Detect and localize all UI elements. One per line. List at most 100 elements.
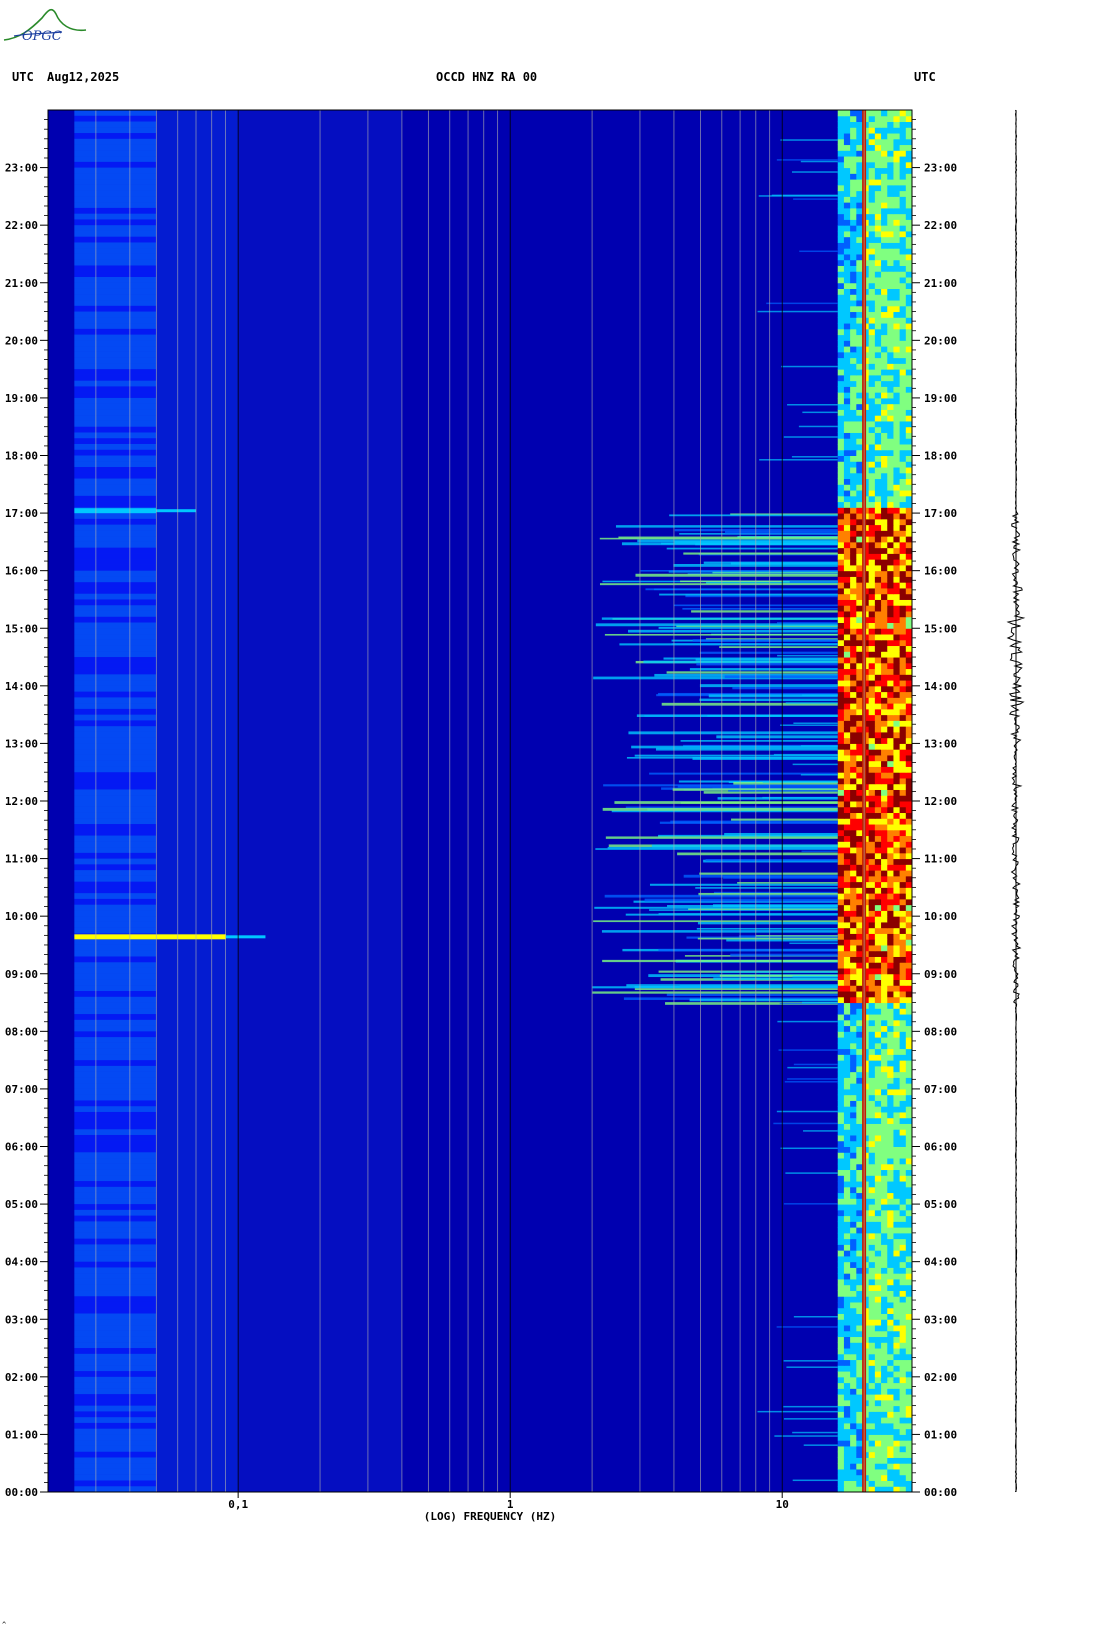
high-band-cell xyxy=(868,1065,876,1073)
high-band-cell xyxy=(868,559,876,566)
high-band-cell xyxy=(868,190,876,197)
high-band-cell xyxy=(899,1054,907,1061)
high-band-cell xyxy=(868,1451,876,1458)
high-band-cell xyxy=(856,392,863,399)
high-band-cell xyxy=(874,1290,882,1297)
high-band-cell xyxy=(881,323,888,330)
high-band-cell xyxy=(868,939,876,946)
high-band-cell xyxy=(837,864,845,871)
y-tick-label-right: 05:00 xyxy=(924,1198,957,1211)
high-band-cell xyxy=(850,616,857,623)
high-band-cell xyxy=(856,599,863,606)
high-band-cell xyxy=(887,1019,894,1027)
high-band-cell xyxy=(887,599,894,606)
high-band-cell xyxy=(899,547,907,554)
high-band-cell xyxy=(881,985,888,992)
high-band-cell xyxy=(874,1065,882,1073)
high-band-cell xyxy=(905,697,913,704)
high-band-cell xyxy=(881,1474,888,1481)
high-band-cell xyxy=(905,1163,913,1171)
high-band-cell xyxy=(887,916,894,923)
high-band-cell xyxy=(837,610,845,618)
high-band-cell xyxy=(856,1365,863,1372)
high-band-cell xyxy=(905,714,913,721)
high-band-cell xyxy=(850,743,857,750)
high-band-cell xyxy=(837,760,845,767)
high-band-cell xyxy=(856,962,863,969)
activity-streak xyxy=(640,569,838,572)
low-band-stripe xyxy=(74,610,157,617)
high-band-cell xyxy=(899,495,907,503)
high-band-cell xyxy=(881,587,888,595)
high-band-cell xyxy=(905,144,913,151)
y-tick-label-right: 17:00 xyxy=(924,507,957,520)
high-band-cell xyxy=(899,956,907,963)
high-band-cell xyxy=(887,369,894,376)
high-band-cell xyxy=(881,634,888,641)
high-band-cell xyxy=(899,1140,907,1147)
high-band-cell xyxy=(905,1014,913,1021)
high-band-cell xyxy=(837,386,845,393)
high-band-cell xyxy=(850,1480,857,1487)
high-band-cell xyxy=(905,432,913,439)
y-tick-label-right: 23:00 xyxy=(924,162,957,175)
high-band-cell xyxy=(899,743,907,750)
high-band-cell xyxy=(856,1394,863,1401)
high-band-cell xyxy=(887,893,894,900)
high-band-cell xyxy=(881,282,888,290)
high-band-cell xyxy=(850,374,857,382)
high-band-cell xyxy=(850,593,857,600)
high-band-cell xyxy=(887,110,894,117)
y-tick-label-left: 02:00 xyxy=(5,1371,38,1384)
high-band-cell xyxy=(837,1365,845,1372)
high-band-cell xyxy=(893,864,901,871)
high-band-cell xyxy=(856,1474,863,1481)
high-band-cell xyxy=(887,1106,894,1113)
activity-streak xyxy=(604,633,838,636)
high-band-cell xyxy=(893,150,901,157)
high-band-cell xyxy=(868,340,876,347)
high-band-cell xyxy=(874,294,882,301)
high-band-cell xyxy=(899,766,907,773)
high-band-cell xyxy=(905,317,913,324)
y-tick-label-left: 14:00 xyxy=(5,680,38,693)
high-band-cell xyxy=(881,749,888,756)
high-band-cell xyxy=(893,1083,901,1090)
high-band-cell xyxy=(837,207,845,215)
high-band-cell xyxy=(899,818,907,825)
activity-streak xyxy=(730,953,838,957)
high-band-cell xyxy=(850,438,857,445)
high-band-cell xyxy=(881,737,888,744)
high-band-cell xyxy=(899,893,907,900)
high-band-cell xyxy=(856,346,863,353)
high-band-cell xyxy=(881,1342,888,1349)
high-band-cell xyxy=(837,121,845,128)
high-band-cell xyxy=(874,133,882,140)
low-band-stripe xyxy=(74,760,157,767)
high-band-cell xyxy=(837,518,845,526)
high-band-cell xyxy=(893,582,901,589)
high-band-cell xyxy=(856,288,863,295)
high-band-cell xyxy=(881,1123,888,1130)
high-band-cell xyxy=(837,1273,845,1280)
high-band-cell xyxy=(899,161,907,169)
high-band-cell xyxy=(899,1014,907,1021)
high-band-cell xyxy=(850,397,857,405)
low-band-stripe xyxy=(74,605,157,611)
high-band-cell xyxy=(893,461,901,468)
high-band-cell xyxy=(887,1399,894,1407)
high-band-cell xyxy=(893,956,901,963)
high-band-cell xyxy=(868,634,876,641)
low-band-stripe xyxy=(74,202,157,208)
high-band-cell xyxy=(856,202,863,209)
high-band-cell xyxy=(837,1025,845,1032)
high-band-cell xyxy=(850,1152,857,1159)
high-band-cell xyxy=(905,1468,913,1476)
high-band-cell xyxy=(856,818,863,825)
high-band-cell xyxy=(899,1457,907,1464)
activity-streak xyxy=(730,513,838,516)
high-band-cell xyxy=(868,1140,876,1147)
high-band-cell xyxy=(874,610,882,618)
high-band-cell xyxy=(837,363,845,370)
